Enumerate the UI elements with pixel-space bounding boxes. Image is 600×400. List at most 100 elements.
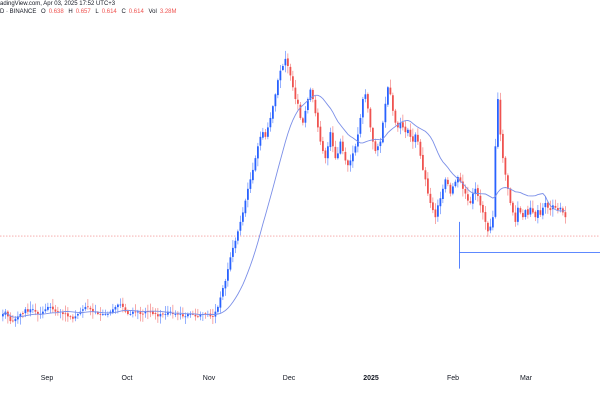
candle-body: [504, 157, 507, 175]
candle-body: [349, 160, 352, 166]
candle-body: [292, 76, 294, 88]
candle-body: [532, 208, 534, 213]
candle-body: [377, 146, 379, 151]
candle-body: [264, 132, 267, 137]
candle-body: [162, 313, 164, 315]
candle-body: [2, 314, 4, 317]
candle-body: [519, 208, 522, 213]
candle-body: [72, 316, 74, 319]
x-tick-label: Nov: [202, 375, 216, 382]
candle-body: [184, 316, 187, 318]
candle-body: [342, 141, 344, 152]
candle-body: [34, 309, 37, 312]
candle-body: [389, 87, 392, 95]
candle-body: [272, 106, 274, 119]
x-tick-label: Oct: [121, 375, 133, 382]
candle-body: [477, 188, 479, 196]
candle-body: [409, 129, 412, 137]
candle-body: [484, 212, 487, 222]
candle-body: [469, 201, 472, 203]
candle-body: [262, 132, 264, 138]
candle-body: [424, 170, 427, 180]
candle-body: [32, 309, 34, 311]
candle-body: [487, 222, 489, 232]
candle-body: [552, 205, 554, 210]
candle-body: [334, 146, 337, 159]
candle-body: [537, 210, 539, 218]
candle-body: [492, 217, 494, 228]
candle-body: [527, 209, 529, 215]
candle-body: [177, 313, 179, 315]
candle-body: [169, 311, 172, 313]
candle-body: [192, 313, 194, 315]
open-value: 0.638: [48, 9, 64, 15]
candle-body: [47, 306, 49, 310]
candle-body: [462, 181, 464, 189]
candle-body: [509, 188, 512, 203]
candle-body: [84, 306, 87, 310]
candle-body: [319, 126, 322, 142]
candle-body: [242, 212, 244, 222]
candle-body: [517, 207, 519, 222]
candle-body: [234, 240, 237, 249]
candle-body: [209, 313, 212, 317]
candle-body: [164, 314, 167, 315]
low-value: 0.614: [101, 9, 117, 15]
candle-body: [134, 311, 137, 313]
candle-body: [309, 89, 312, 100]
candle-body: [339, 141, 342, 154]
x-tick-label: Sep: [40, 375, 54, 382]
candle-body: [232, 247, 234, 257]
candle-body: [432, 202, 434, 211]
candle-body: [444, 179, 447, 190]
candle-body: [29, 309, 32, 313]
candle-body: [82, 309, 84, 311]
candle-body: [154, 313, 157, 315]
candle-body: [217, 306, 219, 312]
candle-body: [119, 304, 122, 306]
candle-body: [359, 117, 362, 134]
candle-body: [107, 314, 109, 315]
candle-body: [62, 312, 64, 315]
x-tick-label: Feb: [446, 375, 460, 382]
candle-body: [289, 66, 292, 76]
candle-body: [534, 211, 537, 218]
candle-body: [274, 94, 277, 107]
candle-body: [429, 193, 432, 203]
candle-body: [152, 311, 154, 315]
candle-body: [92, 308, 94, 312]
candle-body: [507, 175, 509, 189]
close-value: 0.614: [128, 9, 144, 15]
candle-body: [449, 184, 452, 194]
candle-body: [544, 202, 547, 208]
candle-body: [482, 204, 484, 213]
candle-body: [352, 153, 354, 162]
candle-body: [74, 316, 77, 319]
candle-body: [167, 311, 169, 315]
candle-body: [457, 177, 459, 183]
candle-body: [127, 310, 129, 315]
candle-body: [547, 202, 549, 208]
candle-body: [14, 318, 17, 322]
candle-body: [379, 141, 382, 147]
candle-body: [9, 316, 12, 322]
candle-body: [419, 141, 422, 156]
candle-body: [347, 160, 349, 166]
candle-body: [414, 134, 417, 143]
candle-body: [344, 151, 347, 161]
candle-body: [327, 146, 329, 159]
candle-body: [97, 312, 99, 315]
candle-body: [402, 122, 404, 128]
candle-body: [117, 304, 119, 308]
candle-body: [384, 103, 387, 123]
candle-body: [187, 314, 189, 317]
candle-body: [199, 314, 202, 317]
candle-body: [542, 207, 544, 216]
close-label: C: [121, 9, 126, 15]
candle-body: [174, 314, 177, 315]
chart-source-info: adingView.com, Apr 03, 2025 17:52 UTC+3: [0, 1, 116, 7]
candle-body: [182, 314, 184, 317]
candle-body: [499, 99, 502, 135]
candle-body: [252, 169, 254, 181]
